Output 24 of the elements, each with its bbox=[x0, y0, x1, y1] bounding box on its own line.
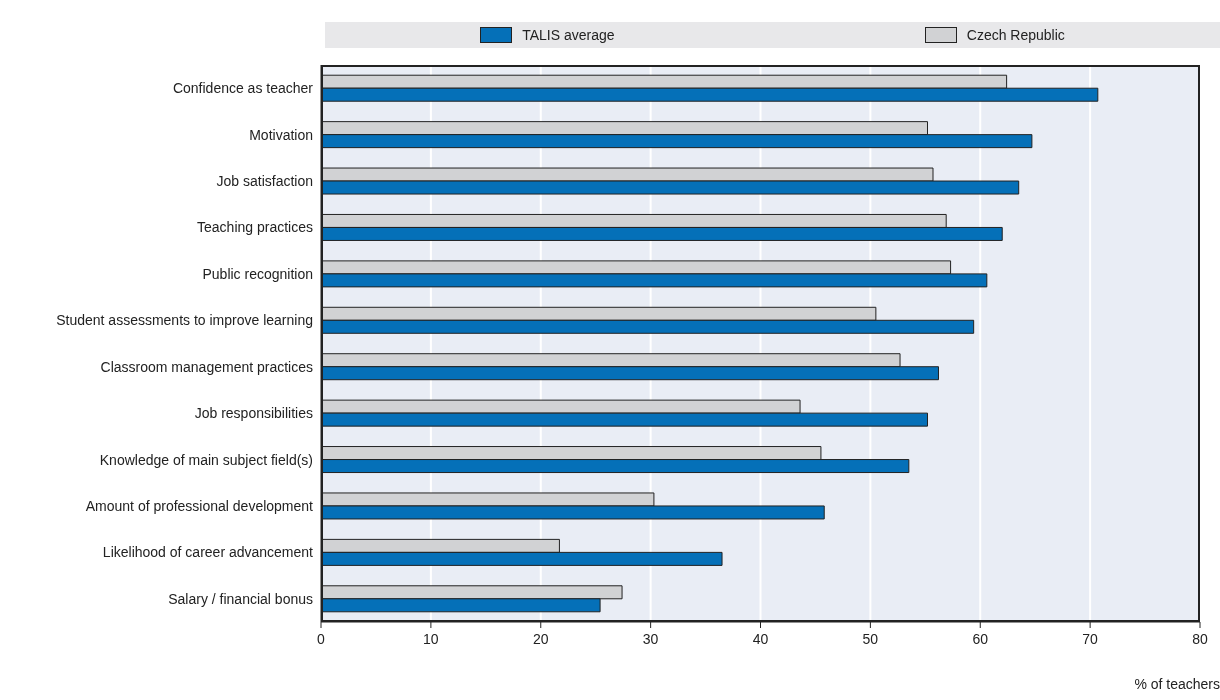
x-tick-label: 70 bbox=[1082, 630, 1099, 647]
y-tick-label: Job responsibilities bbox=[194, 405, 313, 422]
y-tick-label: Student assessments to improve learning bbox=[56, 312, 313, 329]
x-tick-label: 60 bbox=[972, 630, 989, 647]
x-tick-label: 30 bbox=[642, 630, 659, 647]
y-tick-label: Salary / financial bonus bbox=[168, 590, 313, 607]
legend-label: Czech Republic bbox=[966, 27, 1065, 43]
x-tick-label: 10 bbox=[423, 630, 439, 647]
y-tick-label: Likelihood of career advancement bbox=[102, 544, 314, 561]
x-tick-label: 0 bbox=[317, 630, 326, 647]
y-tick-label: Motivation bbox=[249, 126, 313, 143]
y-tick-label: Teaching practices bbox=[197, 219, 313, 236]
x-tick-label: 50 bbox=[862, 630, 879, 647]
x-tick-label: 40 bbox=[752, 630, 769, 647]
x-axis-title: % of teachers bbox=[1134, 676, 1220, 692]
x-tick-label: 80 bbox=[1192, 630, 1208, 647]
y-tick-label: Job satisfaction bbox=[216, 173, 313, 190]
x-tick-label: 20 bbox=[532, 630, 549, 647]
y-tick-label: Knowledge of main subject field(s) bbox=[99, 451, 313, 468]
y-tick-label: Classroom management practices bbox=[100, 358, 313, 375]
y-tick-label: Confidence as teacher bbox=[172, 80, 314, 97]
y-tick-label: Public recognition bbox=[202, 265, 313, 282]
y-tick-label: Amount of professional development bbox=[85, 497, 314, 514]
legend-label: TALIS average bbox=[522, 27, 615, 43]
